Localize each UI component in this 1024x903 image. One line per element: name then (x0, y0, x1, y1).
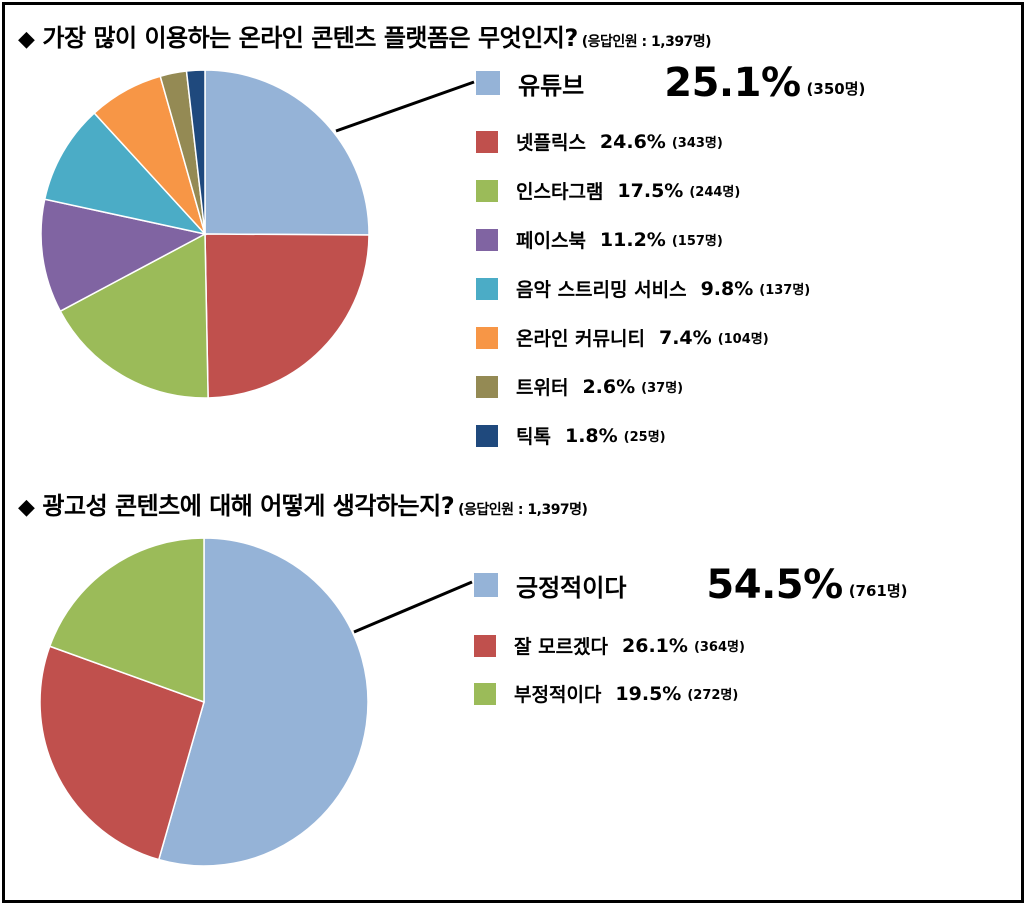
platform-legend-item-7: 틱톡 1.8% (25명) (476, 422, 666, 449)
ad-content-legend-swatch-2 (474, 682, 496, 705)
platform-slice-2 (59, 232, 209, 399)
ad-content-legend-count-0: (761명) (848, 581, 908, 600)
question-1-title: ◆ 가장 많이 이용하는 온라인 콘텐츠 플랫폼은 무엇인지? (응답인원 : 1,… (18, 18, 712, 53)
platform-legend-item-2: 인스타그램 17.5% (244명) (476, 177, 740, 204)
platform-slice-7 (185, 69, 206, 235)
platform-legend-label-0: 유튜브 (518, 71, 585, 100)
platform-legend-count-5: (104명) (717, 332, 769, 347)
ad-content-legend-percent-0: 54.5% (706, 562, 843, 608)
ad-content-slice-1 (39, 645, 205, 861)
platform-legend-label-3: 페이스북 (516, 230, 586, 252)
platform-legend-percent-7: 1.8% (564, 424, 618, 447)
platform-legend-swatch-2 (476, 179, 498, 202)
platform-legend-label-7: 틱톡 (516, 426, 551, 448)
question-2-title: ◆ 광고성 콘텐츠에 대해 어떻게 생각하는지? (응답인원 : 1,397명) (18, 486, 588, 521)
platform-legend-swatch-7 (476, 424, 498, 447)
platform-legend-count-2: (244명) (689, 185, 741, 200)
platform-legend-swatch-4 (476, 277, 498, 300)
ad-content-legend-label-1: 잘 모르겠다 (514, 636, 609, 658)
platform-legend-label-5: 온라인 커뮤니티 (516, 328, 645, 350)
platform-legend-count-7: (25명) (623, 430, 666, 445)
platform-legend-swatch-0 (476, 71, 500, 95)
platform-legend-percent-3: 11.2% (599, 228, 666, 251)
ad-content-legend-percent-2: 19.5% (615, 682, 682, 705)
diamond-bullet-icon: ◆ (18, 495, 35, 520)
question-1-respondents: (응답인원 : 1,397명) (581, 34, 712, 50)
platform-legend-label-1: 넷플릭스 (516, 132, 586, 154)
platform-slice-4 (43, 111, 208, 236)
platform-legend-item-3: 페이스북 11.2% (157명) (476, 226, 723, 253)
platform-legend-count-1: (343명) (671, 136, 723, 151)
ad-content-legend-label-0: 긍정적이다 (516, 573, 627, 602)
question-1-text: 가장 많이 이용하는 온라인 콘텐츠 플랫폼은 무엇인지? (42, 24, 578, 52)
platform-legend-item-4: 음악 스트리밍 서비스 9.8% (137명) (476, 275, 810, 302)
platform-legend-item-5: 온라인 커뮤니티 7.4% (104명) (476, 324, 769, 351)
platform-slice-0 (204, 69, 370, 236)
platform-legend-item-1: 넷플릭스 24.6% (343명) (476, 128, 723, 155)
ad-content-slice-2 (48, 537, 205, 704)
ad-content-legend-label-2: 부정적이다 (514, 684, 602, 706)
platform-legend-percent-1: 24.6% (599, 130, 666, 153)
ad-content-legend-item-0: 긍정적이다 54.5% (761명) (474, 562, 908, 608)
platform-legend-swatch-1 (476, 130, 498, 153)
platform-legend-count-6: (37명) (641, 381, 684, 396)
platform-legend-swatch-6 (476, 375, 498, 398)
ad-content-legend-swatch-0 (474, 573, 498, 597)
platform-legend-swatch-5 (476, 326, 498, 349)
platform-legend-percent-5: 7.4% (658, 326, 712, 349)
platform-legend-item-0: 유튜브 25.1% (350명) (476, 60, 865, 106)
platform-legend-percent-6: 2.6% (582, 375, 636, 398)
platform-legend-label-4: 음악 스트리밍 서비스 (516, 279, 687, 301)
ad-content-legend-item-1: 잘 모르겠다 26.1% (364명) (474, 632, 745, 659)
platform-legend-percent-0: 25.1% (664, 60, 801, 106)
diamond-bullet-icon: ◆ (18, 27, 35, 52)
question-2-text: 광고성 콘텐츠에 대해 어떻게 생각하는지? (42, 492, 455, 520)
platform-slice-1 (204, 233, 370, 399)
platform-legend-item-6: 트위터 2.6% (37명) (476, 373, 683, 400)
ad-content-legend-count-2: (272명) (687, 688, 739, 703)
platform-pie-chart (40, 69, 475, 399)
platform-slice-3 (40, 198, 208, 313)
platform-leader-line (335, 80, 475, 133)
ad-content-legend-swatch-1 (474, 634, 496, 657)
platform-legend-count-4: (137명) (759, 283, 811, 298)
ad-content-legend-item-2: 부정적이다 19.5% (272명) (474, 680, 738, 707)
platform-legend-percent-2: 17.5% (617, 179, 684, 202)
platform-legend-label-6: 트위터 (516, 377, 569, 399)
ad-content-slice-0 (157, 537, 369, 867)
question-2-respondents: (응답인원 : 1,397명) (458, 502, 588, 518)
ad-content-leader-line (353, 580, 473, 634)
platform-legend-percent-4: 9.8% (700, 277, 754, 300)
platform-legend-label-2: 인스타그램 (516, 181, 604, 203)
platform-legend-swatch-3 (476, 228, 498, 251)
platform-legend-count-3: (157명) (671, 234, 723, 249)
ad-content-legend-percent-1: 26.1% (622, 634, 688, 657)
platform-legend-count-0: (350명) (806, 79, 866, 98)
ad-content-legend-count-1: (364명) (693, 640, 745, 655)
